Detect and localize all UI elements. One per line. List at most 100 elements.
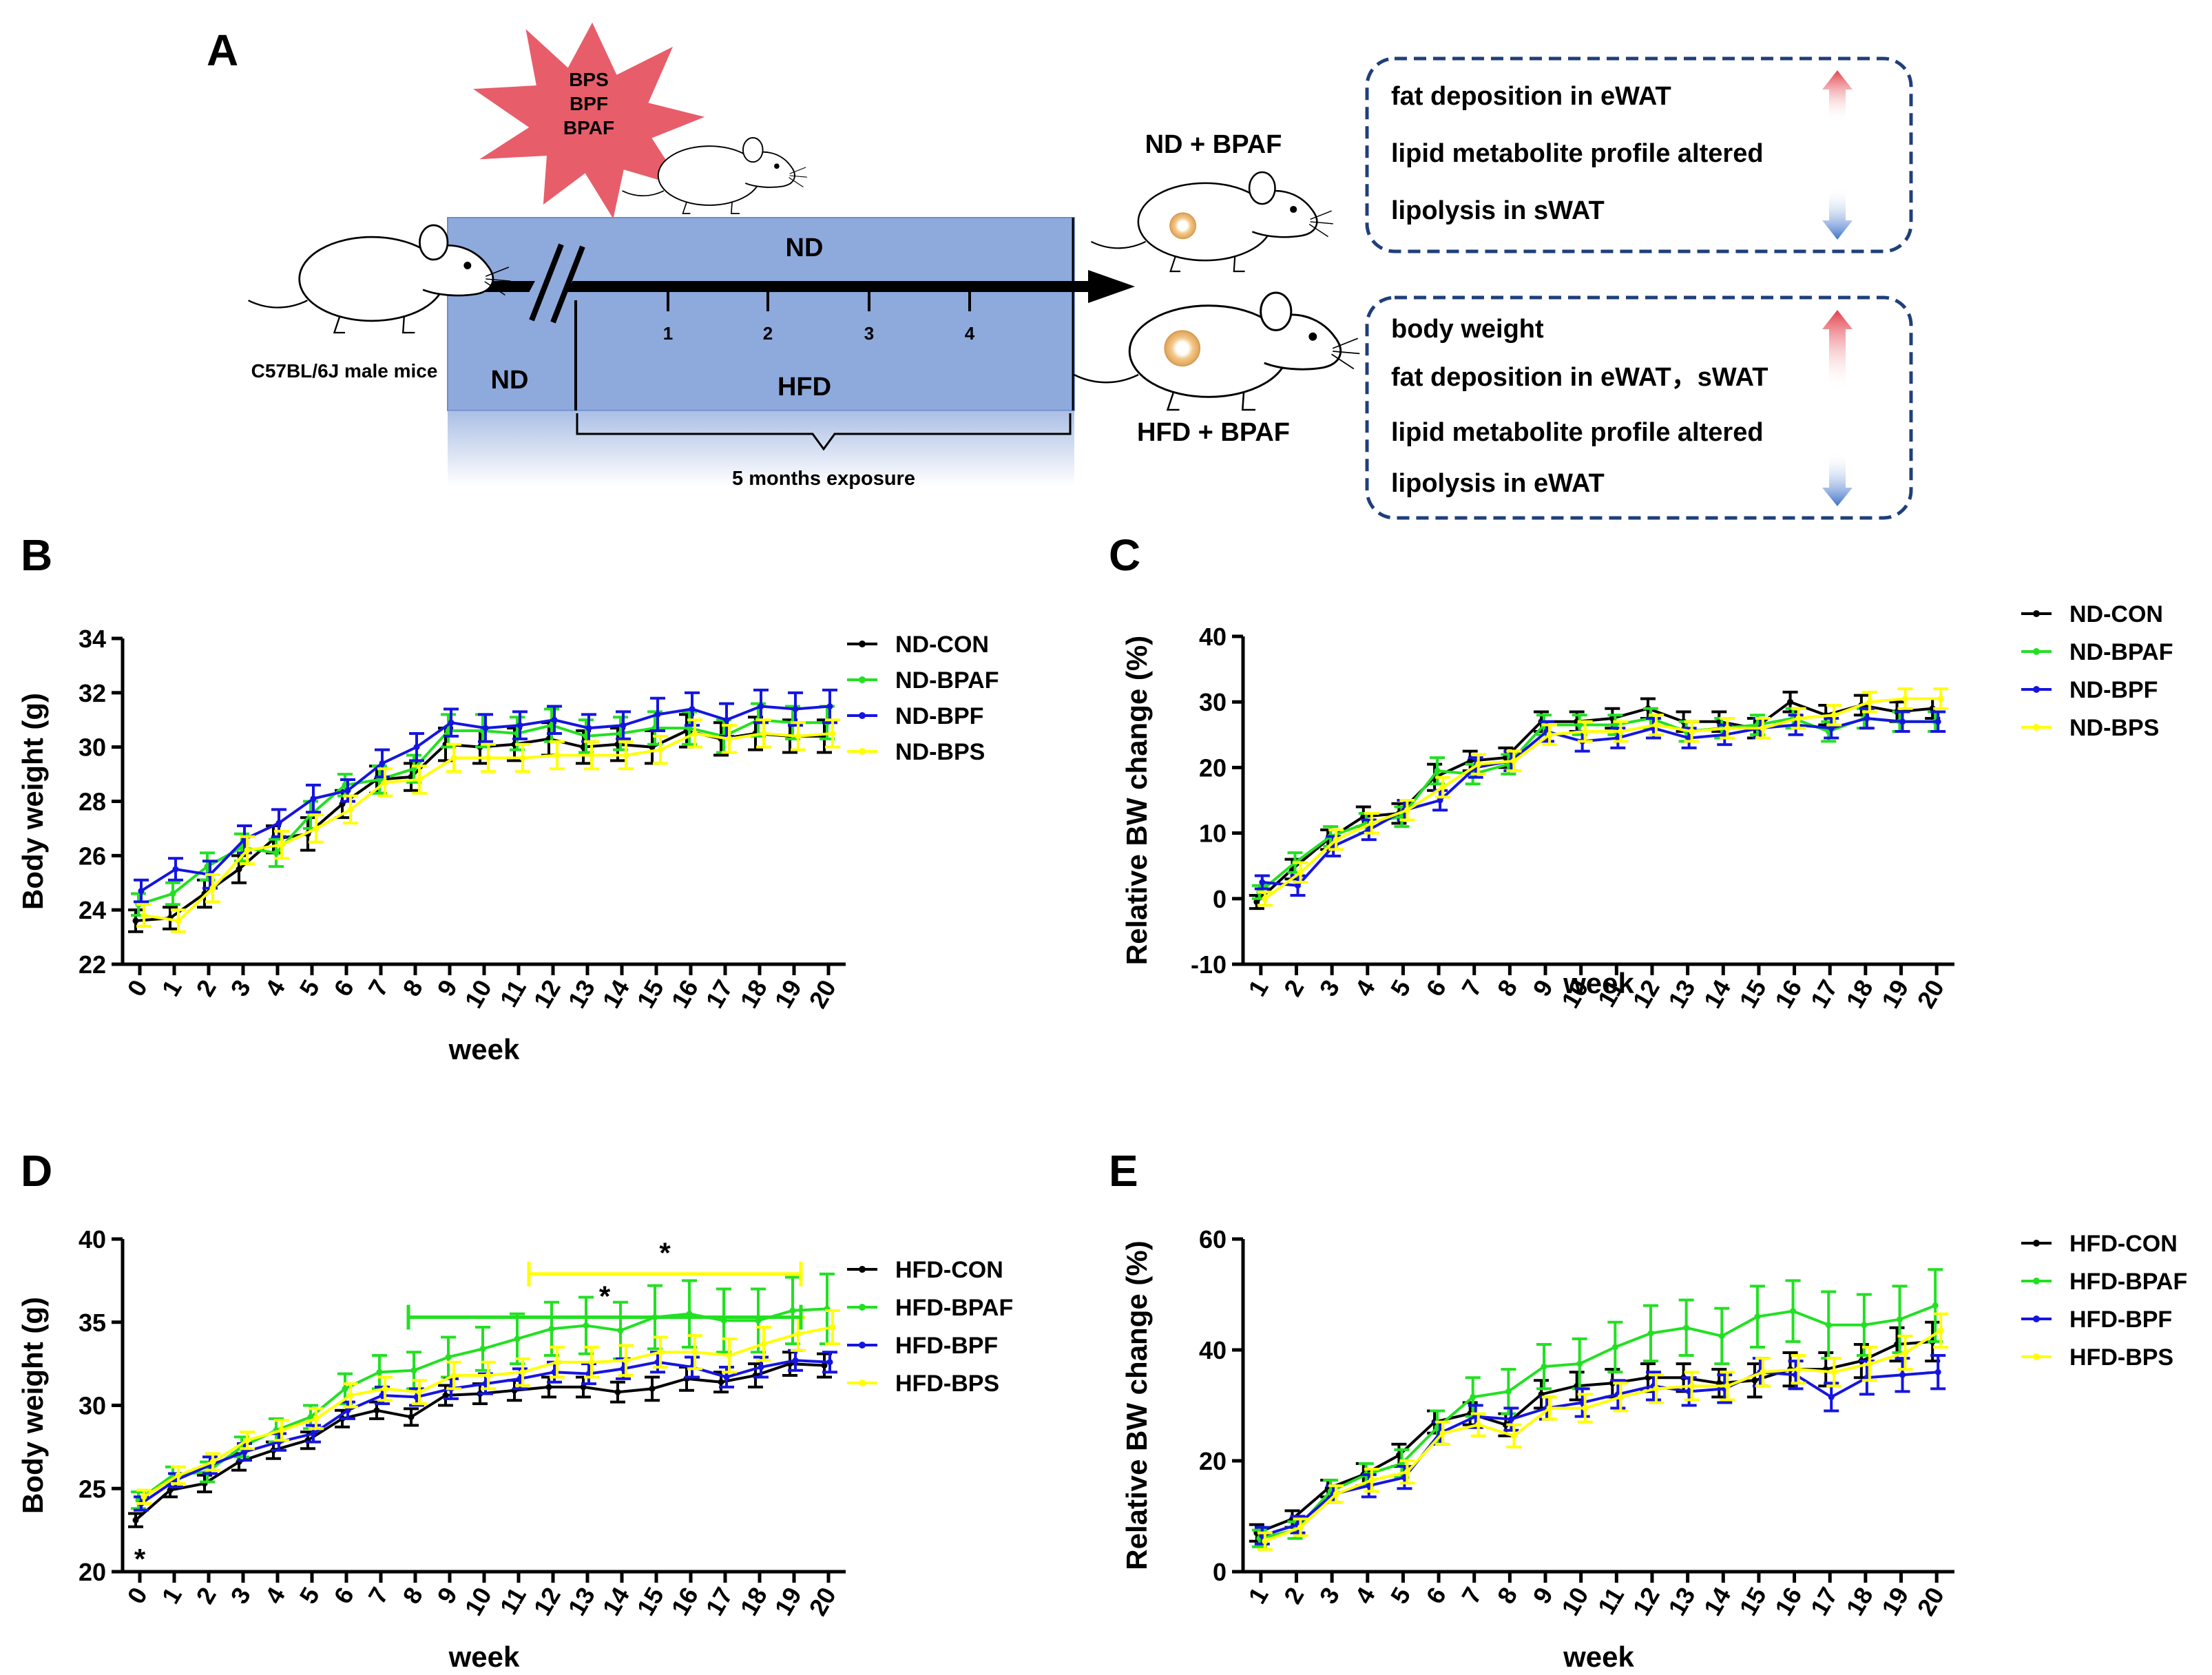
y-tick-label: 40 — [79, 1225, 106, 1253]
x-tick-label: 7 — [1456, 975, 1488, 1001]
x-tick-label: 2 — [1278, 1583, 1310, 1609]
x-tick-label: 18 — [734, 975, 773, 1013]
data-point — [1617, 1393, 1624, 1400]
data-point — [1404, 807, 1410, 813]
month-label-2: 2 — [763, 323, 773, 344]
y-tick-label: 35 — [79, 1309, 106, 1337]
data-point — [691, 1349, 698, 1355]
data-point — [1937, 1327, 1944, 1334]
exposure-label: 5 months exposure — [732, 468, 915, 490]
x-tick-label: 4 — [259, 975, 291, 1001]
box2-line-0: body weight — [1391, 315, 1544, 344]
data-point — [758, 703, 764, 710]
significance-star: * — [659, 1237, 671, 1269]
data-point — [1795, 715, 1802, 722]
x-tick-label: 2 — [190, 1583, 222, 1609]
x-axis-title: week — [1563, 967, 1634, 999]
legend-marker — [2033, 1278, 2040, 1284]
data-point — [580, 1384, 587, 1391]
x-tick-label: 12 — [528, 975, 566, 1013]
data-point — [373, 1407, 380, 1414]
y-tick-label: 30 — [1199, 688, 1227, 716]
legend-label: ND-BPS — [895, 739, 985, 765]
series-hfd-bpaf — [131, 1272, 835, 1510]
data-point — [448, 719, 455, 726]
data-point — [1754, 1313, 1761, 1320]
legend-label: HFD-CON — [2069, 1231, 2178, 1257]
data-point — [1546, 1405, 1553, 1412]
x-tick-label: 12 — [528, 1583, 566, 1621]
data-point — [517, 722, 523, 729]
data-point — [1861, 1322, 1868, 1329]
x-tick-label: 2 — [190, 975, 222, 1001]
data-point — [1505, 1388, 1512, 1395]
data-point — [657, 747, 664, 753]
data-point — [1653, 722, 1660, 729]
chemical-bpf: BPF — [570, 93, 608, 114]
data-point — [789, 1307, 796, 1314]
legend-label: ND-BPAF — [895, 667, 999, 694]
group-nd-bpaf-label: ND + BPAF — [1145, 130, 1282, 159]
data-point — [1902, 695, 1909, 702]
legend-marker — [2033, 1353, 2040, 1360]
significance-star: * — [134, 1543, 146, 1575]
x-tick-label: 17 — [1805, 1583, 1844, 1621]
data-point — [1262, 895, 1269, 902]
x-tick-label: 16 — [1769, 1583, 1808, 1621]
month-label-3: 3 — [864, 323, 874, 344]
x-tick-label: 13 — [1662, 1583, 1701, 1621]
data-point — [313, 825, 320, 832]
y-tick-label: 30 — [79, 734, 106, 762]
series-nd-con — [1249, 690, 1941, 911]
x-tick-label: 3 — [1314, 975, 1346, 1001]
legend-marker — [2033, 724, 2040, 731]
data-point — [519, 1369, 526, 1375]
data-point — [1297, 1524, 1304, 1531]
x-tick-label: 15 — [1733, 975, 1772, 1013]
y-tick-label: 34 — [79, 625, 106, 653]
data-point — [1751, 1377, 1758, 1384]
x-tick-label: 2 — [1278, 975, 1310, 1001]
data-point — [1297, 869, 1304, 876]
data-point — [548, 1325, 555, 1332]
month-label-1: 1 — [663, 323, 673, 344]
data-point — [795, 1331, 802, 1338]
box1-line-2: lipolysis in sWAT — [1391, 196, 1605, 225]
x-tick-label: 1 — [1242, 975, 1274, 1001]
x-tick-label: 15 — [631, 1583, 669, 1621]
data-point — [413, 744, 420, 751]
data-point — [140, 912, 147, 919]
x-tick-label: 17 — [700, 1583, 738, 1621]
legend-label: HFD-BPF — [2069, 1307, 2172, 1333]
data-point — [450, 754, 457, 761]
data-point — [241, 1448, 248, 1455]
x-tick-label: 5 — [1385, 1583, 1417, 1609]
series-line — [1262, 716, 1939, 887]
data-point — [175, 917, 182, 924]
data-point — [826, 703, 833, 710]
data-point — [1434, 767, 1441, 774]
panel-label-e: E — [1109, 1146, 1138, 1196]
legend-label: ND-CON — [895, 632, 989, 658]
data-point — [310, 795, 317, 802]
data-point — [416, 776, 423, 783]
data-point — [1790, 1308, 1797, 1315]
x-tick-label: 16 — [665, 975, 704, 1013]
y-tick-label: 20 — [1199, 753, 1227, 782]
data-point — [792, 1357, 799, 1364]
x-tick-label: 5 — [1385, 975, 1417, 1001]
data-point — [1864, 715, 1870, 722]
series-line — [1259, 1304, 1936, 1540]
data-point — [723, 716, 730, 723]
data-point — [620, 722, 627, 729]
x-tick-label: 15 — [631, 975, 669, 1013]
y-tick-label: 60 — [1199, 1225, 1227, 1253]
nd-bottom-label: ND — [491, 366, 529, 395]
x-tick-label: 4 — [1349, 975, 1381, 1001]
data-point — [1902, 1349, 1909, 1356]
data-point — [278, 1427, 285, 1434]
x-tick-label: 8 — [1492, 975, 1523, 1001]
data-point — [485, 754, 492, 761]
data-point — [514, 1335, 521, 1342]
x-axis-title: week — [448, 1641, 520, 1673]
